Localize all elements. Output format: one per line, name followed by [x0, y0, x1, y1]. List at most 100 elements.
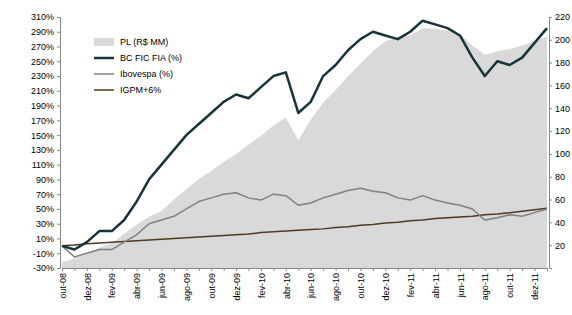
tick: 90%	[36, 175, 60, 185]
tick	[224, 268, 225, 271]
tick-label: 290%	[31, 27, 54, 37]
tick-label: out-11	[505, 273, 515, 298]
tick: 30%	[36, 219, 60, 229]
tick-label: 270%	[31, 42, 54, 52]
tick-label: dez-08	[83, 273, 93, 301]
tick-mark	[273, 268, 274, 271]
tick-mark	[485, 268, 486, 271]
tick-mark	[522, 268, 523, 271]
tick-mark	[410, 268, 411, 271]
tick: dez-10	[381, 268, 391, 301]
tick-mark	[57, 76, 60, 77]
tick: 50%	[36, 204, 60, 214]
tick: 210%	[31, 86, 60, 96]
tick-mark	[535, 268, 536, 271]
tick-mark	[549, 17, 552, 18]
tick: 180	[549, 58, 570, 68]
tick-label: 310%	[31, 12, 54, 22]
tick	[149, 268, 150, 271]
tick: 40	[549, 218, 565, 228]
legend-swatch	[94, 73, 114, 75]
y-axis: -30%-10%10%30%50%70%90%110%130%150%170%1…	[31, 12, 61, 273]
legend-swatch	[94, 89, 114, 91]
tick-label: 200	[555, 35, 570, 45]
tick: dez-11	[530, 268, 540, 300]
tick-label: out-08	[58, 273, 68, 299]
tick-label: fev-10	[257, 273, 267, 298]
tick	[124, 268, 125, 271]
tick	[298, 268, 299, 271]
tick: ago-09	[182, 268, 192, 301]
tick-mark	[57, 91, 60, 92]
tick-mark	[161, 268, 162, 271]
tick: 60	[549, 195, 565, 205]
tick-label: 140	[555, 104, 570, 114]
tick: -10%	[33, 249, 60, 259]
tick: fev-11	[406, 268, 416, 297]
tick-label: 40	[555, 218, 565, 228]
y2-axis: 20406080100120140160180200220	[549, 12, 570, 268]
tick-label: 110%	[32, 160, 54, 170]
tick-label: 130%	[31, 145, 54, 155]
tick-label: ago-10	[331, 273, 341, 301]
tick-mark	[549, 177, 552, 178]
tick-mark	[211, 268, 212, 271]
tick: 110%	[32, 160, 60, 170]
tick: 270%	[31, 42, 60, 52]
tick-mark	[57, 135, 60, 136]
tick-mark	[435, 268, 436, 271]
legend-box	[88, 30, 213, 100]
tick-label: dez-11	[530, 273, 540, 300]
tick-mark	[57, 179, 60, 180]
tick: out-10	[356, 268, 366, 299]
tick-mark	[186, 268, 187, 271]
tick: abr-11	[431, 268, 441, 298]
tick-label: 100	[555, 149, 570, 159]
tick-mark	[549, 131, 552, 132]
tick: -30%	[33, 263, 60, 273]
tick-mark	[549, 245, 552, 246]
tick: 20	[549, 241, 565, 251]
tick	[522, 268, 523, 271]
tick: dez-08	[83, 268, 93, 301]
tick: fev-09	[107, 268, 117, 298]
tick-label: fev-11	[406, 273, 416, 297]
tick-mark	[547, 268, 548, 271]
tick	[199, 268, 200, 271]
tick-label: 90%	[36, 175, 54, 185]
tick	[74, 268, 75, 271]
tick-mark	[336, 268, 337, 271]
tick: 170%	[31, 116, 60, 126]
tick	[273, 268, 274, 271]
tick-mark	[74, 268, 75, 271]
tick-mark	[87, 268, 88, 271]
tick-mark	[57, 238, 60, 239]
tick-mark	[57, 253, 60, 254]
tick	[174, 268, 175, 271]
x-axis: out-08 dez-08 fev-09 abr-09 jun-09 ago-09 out-…	[58, 268, 548, 301]
tick-label: 50%	[36, 204, 54, 214]
tick-mark	[472, 268, 473, 271]
tick-label: out-10	[356, 273, 366, 299]
tick-mark	[57, 165, 60, 166]
line	[62, 21, 547, 250]
tick-label: ago-09	[182, 273, 192, 301]
tick-label: 220	[555, 12, 570, 22]
tick-mark	[137, 268, 138, 271]
tick	[448, 268, 449, 271]
tick: abr-09	[132, 268, 142, 299]
tick-mark	[249, 268, 250, 271]
tick-label: fev-09	[107, 273, 117, 298]
tick: dez-09	[232, 268, 242, 301]
tick-mark	[385, 268, 386, 271]
tick: jun-09	[157, 268, 167, 299]
tick-mark	[549, 40, 552, 41]
tick: 100	[549, 149, 570, 159]
tick	[497, 268, 498, 271]
tick-mark	[360, 268, 361, 271]
tick: 160	[549, 81, 570, 91]
tick-mark	[510, 268, 511, 271]
tick-mark	[549, 85, 552, 86]
tick-mark	[99, 268, 100, 271]
tick-mark	[62, 268, 63, 271]
